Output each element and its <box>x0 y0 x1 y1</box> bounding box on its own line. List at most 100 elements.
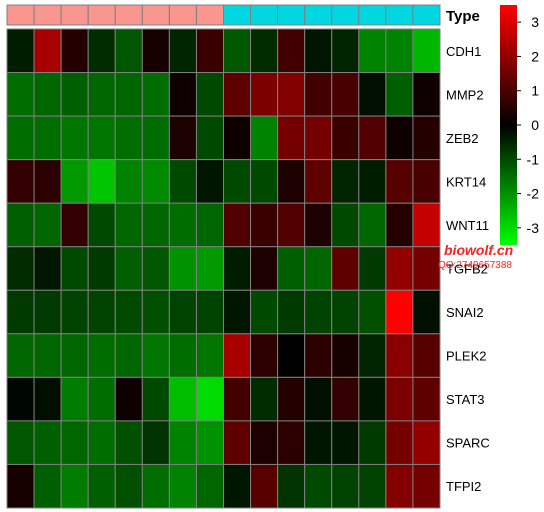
heatmap-cell <box>412 115 441 161</box>
heatmap-cell <box>195 289 224 335</box>
heatmap-cell <box>412 376 441 422</box>
heatmap-cell <box>304 246 333 291</box>
heatmap-cell <box>412 333 441 378</box>
row-label-zeb2: ZEB2 <box>446 131 479 146</box>
heatmap-cell <box>331 202 360 248</box>
type-annotation-cell-group-1 <box>141 4 170 26</box>
heatmap-cell <box>195 115 224 161</box>
heatmap-cell <box>223 289 252 335</box>
heatmap-cell <box>385 246 414 291</box>
heatmap-cell <box>60 420 89 465</box>
heatmap-cell <box>331 463 360 509</box>
heatmap-cell <box>6 202 35 248</box>
row-label-stat3: STAT3 <box>446 392 485 407</box>
heatmap-cell <box>250 72 279 117</box>
heatmap-cell <box>358 202 387 248</box>
heatmap-cell <box>141 289 170 335</box>
heatmap-cell <box>87 246 116 291</box>
heatmap-cell <box>33 72 62 117</box>
type-annotation-cell-group-1 <box>60 4 89 26</box>
heatmap-cell <box>358 115 387 161</box>
heatmap-cell <box>33 28 62 74</box>
heatmap-cell <box>250 159 279 204</box>
heatmap-cell <box>33 159 62 204</box>
heatmap-cell <box>195 159 224 204</box>
heatmap-cell <box>33 376 62 422</box>
heatmap-cell <box>358 246 387 291</box>
heatmap-cell <box>168 463 197 509</box>
heatmap-cell <box>60 289 89 335</box>
heatmap-cell <box>195 333 224 378</box>
heatmap-cell <box>141 246 170 291</box>
heatmap-cell <box>114 28 143 74</box>
row-label-wnt11: WNT11 <box>446 218 489 233</box>
heatmap-cell <box>141 463 170 509</box>
heatmap-cell <box>277 420 306 465</box>
heatmap-cell <box>277 289 306 335</box>
heatmap-cell <box>60 115 89 161</box>
heatmap-cell <box>412 72 441 117</box>
heatmap-cell <box>168 28 197 74</box>
heatmap-cell <box>223 202 252 248</box>
heatmap-cell <box>304 333 333 378</box>
heatmap-cell <box>141 115 170 161</box>
heatmap-cell <box>385 202 414 248</box>
heatmap-cell <box>114 246 143 291</box>
heatmap-cell <box>304 376 333 422</box>
heatmap-cell <box>277 28 306 74</box>
heatmap-cell <box>168 289 197 335</box>
heatmap-cell <box>331 28 360 74</box>
color-scale-tick-label: -3 <box>527 220 540 236</box>
color-scale-tick-label: 2 <box>531 48 539 64</box>
heatmap-cell <box>6 463 35 509</box>
row-label-snai2: SNAI2 <box>446 305 484 320</box>
heatmap-cell <box>250 420 279 465</box>
heatmap-cell <box>168 159 197 204</box>
heatmap-cell <box>304 463 333 509</box>
heatmap-cell <box>358 463 387 509</box>
type-annotation-cell-group-2 <box>358 4 387 26</box>
heatmap-cell <box>385 115 414 161</box>
heatmap-cell <box>358 420 387 465</box>
color-scale-tick-label: -2 <box>527 186 540 202</box>
heatmap-cell <box>168 376 197 422</box>
color-scale-tick-label: 0 <box>531 117 539 133</box>
heatmap-cell <box>223 333 252 378</box>
heatmap-cell <box>250 463 279 509</box>
heatmap-cell <box>33 289 62 335</box>
heatmap-cell <box>412 246 441 291</box>
heatmap-cell <box>331 376 360 422</box>
heatmap-cell <box>250 115 279 161</box>
heatmap-cell <box>33 333 62 378</box>
heatmap-cell <box>223 463 252 509</box>
color-scale-tick-label: 3 <box>531 14 539 30</box>
heatmap-cell <box>195 28 224 74</box>
type-annotation-cell-group-2 <box>277 4 306 26</box>
heatmap-cell <box>304 72 333 117</box>
heatmap-cell <box>385 420 414 465</box>
heatmap-cell <box>114 72 143 117</box>
heatmap-cell <box>277 376 306 422</box>
heatmap-cell <box>250 376 279 422</box>
heatmap-cell <box>6 333 35 378</box>
heatmap-cell <box>277 246 306 291</box>
heatmap-cell <box>168 115 197 161</box>
color-scale-tick-label: 1 <box>531 83 539 99</box>
heatmap-cell <box>6 28 35 74</box>
heatmap-cell <box>141 72 170 117</box>
heatmap-cell <box>6 420 35 465</box>
heatmap-cell <box>87 159 116 204</box>
heatmap-cell <box>60 159 89 204</box>
heatmap-cell <box>277 159 306 204</box>
heatmap-cell <box>141 202 170 248</box>
heatmap-cell <box>114 202 143 248</box>
type-annotation-cell-group-1 <box>6 4 35 26</box>
row-label-krt14: KRT14 <box>446 174 486 189</box>
type-annotation-cell-group-1 <box>114 4 143 26</box>
heatmap-cell <box>60 376 89 422</box>
heatmap-cell <box>195 246 224 291</box>
type-annotation-cell-group-1 <box>87 4 116 26</box>
heatmap-cell <box>277 115 306 161</box>
heatmap-cell <box>141 28 170 74</box>
heatmap-cell <box>277 72 306 117</box>
